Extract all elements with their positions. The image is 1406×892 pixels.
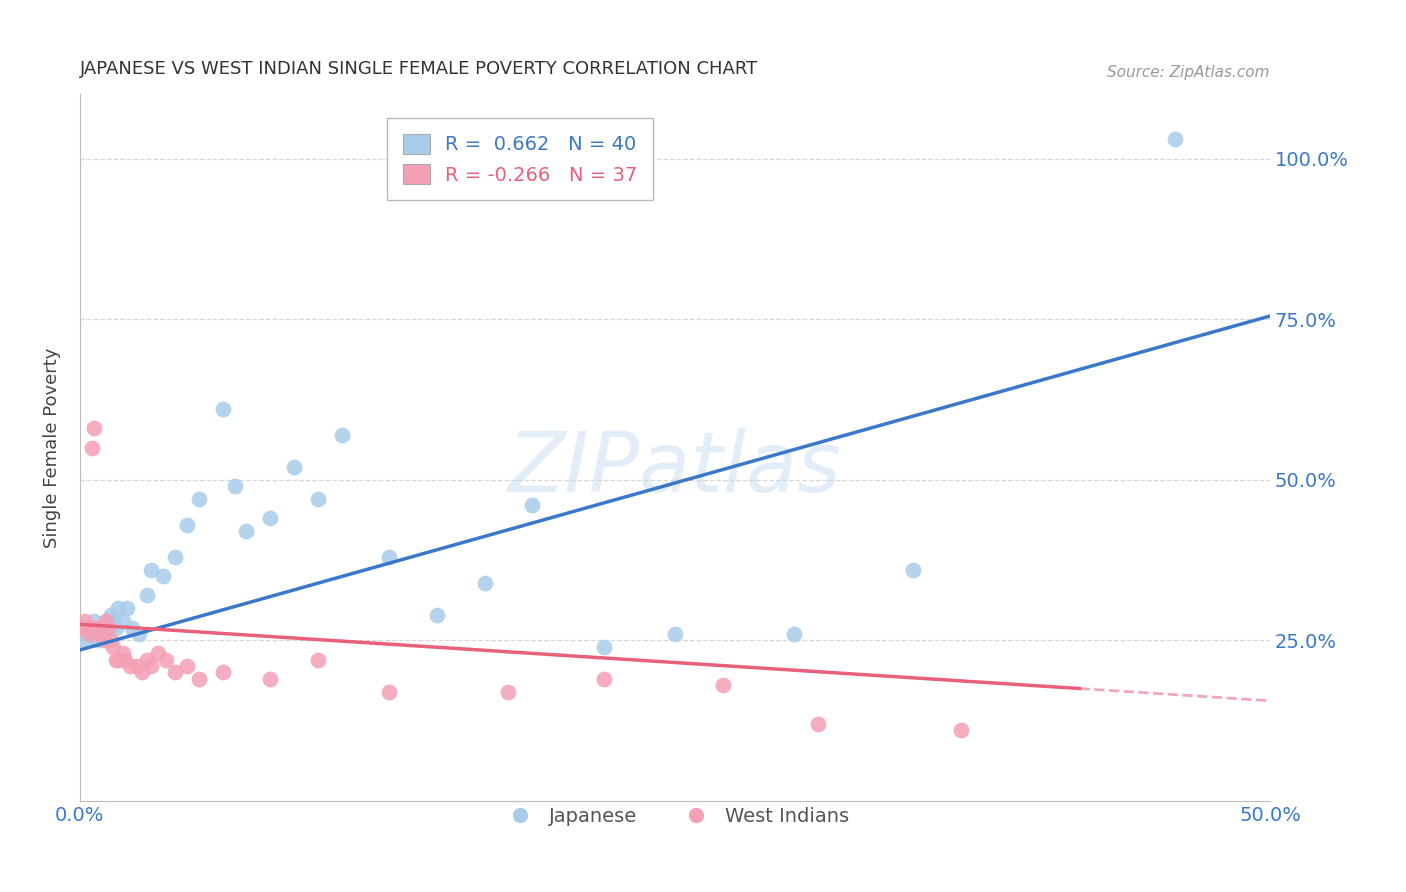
Legend: Japanese, West Indians: Japanese, West Indians <box>494 799 856 834</box>
Point <box>141 563 163 577</box>
Point <box>235 524 257 538</box>
Point <box>125 659 148 673</box>
Point <box>165 665 187 680</box>
Point <box>498 684 520 698</box>
Point <box>107 652 129 666</box>
Point <box>187 491 209 506</box>
Point <box>83 421 105 435</box>
Point <box>83 614 105 628</box>
Point <box>118 659 141 673</box>
Point <box>807 716 830 731</box>
Point <box>70 620 93 634</box>
Point <box>307 491 329 506</box>
Point <box>176 517 198 532</box>
Point <box>330 427 353 442</box>
Point <box>80 441 103 455</box>
Point <box>97 620 120 634</box>
Point <box>148 646 170 660</box>
Point <box>259 511 281 525</box>
Y-axis label: Single Female Poverty: Single Female Poverty <box>44 348 60 548</box>
Point <box>79 627 101 641</box>
Point <box>121 620 143 634</box>
Text: JAPANESE VS WEST INDIAN SINGLE FEMALE POVERTY CORRELATION CHART: JAPANESE VS WEST INDIAN SINGLE FEMALE PO… <box>80 60 758 78</box>
Point <box>949 723 972 738</box>
Point <box>93 627 115 641</box>
Point <box>104 652 127 666</box>
Point <box>86 620 108 634</box>
Point <box>165 549 187 564</box>
Point <box>176 659 198 673</box>
Point <box>94 614 117 628</box>
Point <box>187 672 209 686</box>
Point <box>111 646 134 660</box>
Point <box>711 678 734 692</box>
Point <box>211 665 233 680</box>
Point <box>474 575 496 590</box>
Point <box>97 620 120 634</box>
Point <box>155 652 177 666</box>
Point <box>426 607 449 622</box>
Point <box>93 633 115 648</box>
Point <box>90 627 112 641</box>
Point <box>901 563 924 577</box>
Point <box>592 672 614 686</box>
Point <box>783 627 806 641</box>
Point <box>117 601 139 615</box>
Point <box>104 620 127 634</box>
Point <box>520 499 543 513</box>
Point <box>76 620 98 634</box>
Point <box>73 614 96 628</box>
Point <box>259 672 281 686</box>
Point <box>103 640 125 654</box>
Point <box>128 627 150 641</box>
Point <box>100 607 122 622</box>
Point <box>135 652 157 666</box>
Point <box>90 620 112 634</box>
Point <box>141 659 163 673</box>
Point <box>107 601 129 615</box>
Point <box>378 684 401 698</box>
Point <box>103 614 125 628</box>
Point <box>283 459 305 474</box>
Point <box>94 614 117 628</box>
Point <box>73 633 96 648</box>
Point <box>87 620 110 634</box>
Point <box>79 627 101 641</box>
Point <box>111 614 134 628</box>
Point <box>135 588 157 602</box>
Point <box>80 620 103 634</box>
Point <box>224 479 246 493</box>
Point <box>86 633 108 648</box>
Point <box>114 652 136 666</box>
Point <box>592 640 614 654</box>
Point <box>211 402 233 417</box>
Point <box>152 569 174 583</box>
Point <box>664 627 686 641</box>
Text: ZIPatlas: ZIPatlas <box>508 428 842 509</box>
Point <box>131 665 153 680</box>
Point <box>1164 132 1187 146</box>
Point <box>378 549 401 564</box>
Text: Source: ZipAtlas.com: Source: ZipAtlas.com <box>1108 65 1270 80</box>
Point <box>100 633 122 648</box>
Point <box>87 627 110 641</box>
Point <box>307 652 329 666</box>
